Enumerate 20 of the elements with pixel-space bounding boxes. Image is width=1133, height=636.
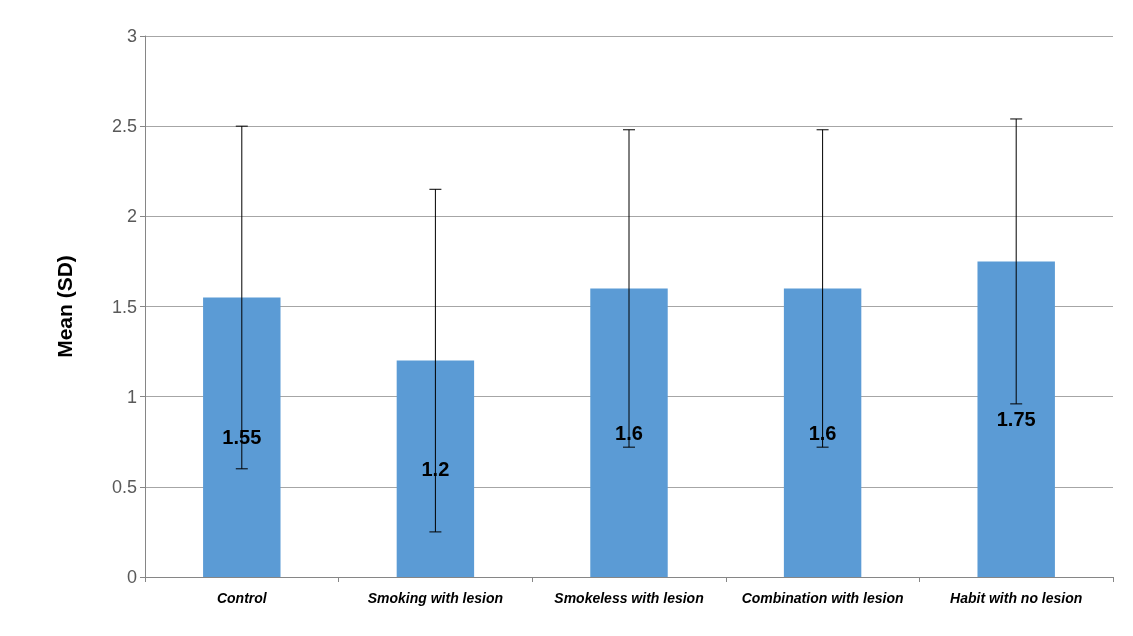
y-tick-label: 2.5: [111, 116, 137, 137]
x-tick-label: Habit with no lesion: [950, 590, 1083, 606]
bar: [396, 360, 475, 577]
y-tick-label: 1.5: [111, 296, 137, 317]
x-tick-label: Combination with lesion: [741, 590, 904, 606]
y-tick-label: 1: [126, 386, 137, 407]
y-tick-label: 2: [126, 206, 137, 227]
y-tick-label: 0.5: [111, 476, 137, 497]
x-tick-label: Smoking with lesion: [367, 590, 504, 606]
y-tick-label: 3: [126, 26, 137, 46]
x-tick-label: Control: [216, 590, 268, 606]
bar: [590, 288, 668, 577]
x-tick-label: Smokeless with lesion: [554, 590, 704, 606]
bar: [977, 261, 1055, 577]
data-label: 1.6: [615, 421, 643, 444]
bar: [783, 288, 862, 577]
data-label: 1.75: [996, 408, 1036, 431]
y-axis-title: Mean (SD): [53, 255, 76, 358]
bar: [203, 297, 281, 577]
y-tick-label: 0: [126, 567, 137, 587]
